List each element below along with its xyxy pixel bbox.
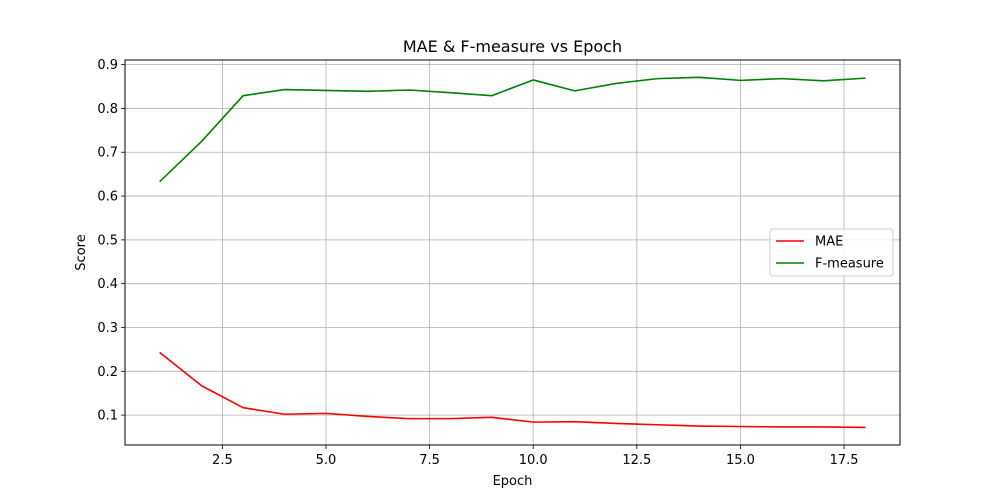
y-tick-label: 0.1: [97, 409, 118, 424]
x-tick-label: 15.0: [726, 453, 755, 468]
y-tick-label: 0.4: [97, 277, 118, 292]
axis-ticks: 2.5 5.0 7.5 10.0 12.5 15.0 17.5 0.1 0.2 0.3 0.4 0.5…: [97, 58, 858, 468]
y-tick-label: 0.3: [97, 321, 118, 336]
x-tick-label: 2.5: [212, 453, 233, 468]
legend-label: F-measure: [815, 257, 884, 272]
y-tick-label: 0.7: [97, 146, 118, 161]
x-tick-label: 5.0: [316, 453, 337, 468]
y-tick-label: 0.2: [97, 365, 118, 380]
x-tick-label: 10.0: [519, 453, 548, 468]
y-tick-label: 0.6: [97, 190, 118, 205]
x-tick-label: 12.5: [622, 453, 651, 468]
legend-label: MAE: [815, 235, 843, 250]
y-tick-label: 0.5: [97, 233, 118, 248]
chart-title: MAE & F-measure vs Epoch: [403, 37, 622, 56]
grid: [125, 60, 900, 445]
plot-area-frame: [124, 59, 901, 446]
series-line-mae: [159, 351, 866, 429]
y-tick-label: 0.9: [97, 58, 118, 73]
x-tick-label: 17.5: [830, 453, 859, 468]
x-tick-label: 7.5: [419, 453, 440, 468]
x-axis-label: Epoch: [493, 474, 533, 489]
y-tick-label: 0.8: [97, 102, 118, 117]
y-axis-label: Score: [74, 234, 89, 270]
series-line-f-measure: [159, 76, 866, 183]
series-lines: [159, 76, 866, 429]
legend: MAE F-measure: [769, 228, 894, 277]
